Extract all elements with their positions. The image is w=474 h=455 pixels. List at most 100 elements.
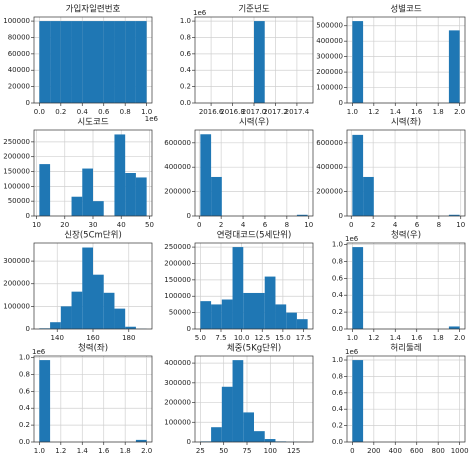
y-tick-label: 0 bbox=[26, 99, 30, 107]
y-tick-label: 60000 bbox=[8, 50, 30, 58]
x-tick-label: 2017.2 bbox=[263, 108, 288, 116]
y-tick-label: 200000 bbox=[316, 68, 343, 76]
y-tick-label: 150000 bbox=[164, 276, 191, 284]
y-tick-label: 300000 bbox=[316, 53, 343, 61]
y-tick-label: 0.0 bbox=[332, 325, 343, 333]
y-tick-label: 200000 bbox=[164, 259, 191, 267]
axes-frame bbox=[194, 355, 314, 443]
bar bbox=[114, 308, 126, 329]
y-tick-label: 250000 bbox=[164, 243, 191, 251]
x-tick-label: 1.4 bbox=[390, 334, 402, 342]
y-tick-label: 0.6 bbox=[19, 387, 31, 395]
bar bbox=[296, 214, 308, 216]
x-tick-label: 40 bbox=[117, 221, 126, 229]
bar bbox=[211, 304, 222, 329]
y-tick-label: 100000 bbox=[316, 84, 343, 92]
x-tick-label: 1.8 bbox=[120, 447, 131, 455]
bar bbox=[221, 299, 233, 329]
y-tick-label: 100000 bbox=[3, 182, 30, 190]
x-tick-label: 1.2 bbox=[368, 108, 379, 116]
y-tick-label: 0 bbox=[339, 212, 343, 220]
x-tick-label: 800 bbox=[431, 447, 444, 455]
panel-title: 청력(좌) bbox=[78, 343, 108, 354]
y-tick-label: 0.0 bbox=[332, 438, 343, 446]
bar bbox=[135, 439, 147, 442]
x-tick-label: 1.8 bbox=[433, 108, 444, 116]
x-tick-label: 0.4 bbox=[77, 108, 89, 116]
x-tick-label: 140 bbox=[51, 334, 64, 342]
bar bbox=[211, 427, 222, 442]
y-tick-label: 100000 bbox=[164, 418, 191, 426]
x-tick-label: 20 bbox=[60, 221, 69, 229]
axes-frame bbox=[346, 16, 466, 104]
y-tick-label: 0.4 bbox=[180, 66, 192, 74]
axes-frame bbox=[194, 242, 314, 330]
y-tick-label: 100000 bbox=[164, 292, 191, 300]
bar bbox=[352, 247, 364, 329]
x-tick-label: 2 bbox=[371, 221, 375, 229]
x-tick-label: 6 bbox=[263, 221, 268, 229]
x-tick-label: 8 bbox=[437, 221, 441, 229]
x-tick-label: 600 bbox=[410, 447, 423, 455]
x-tick-label: 10 bbox=[32, 221, 41, 229]
bar bbox=[93, 274, 104, 329]
x-tick-label: 4 bbox=[393, 221, 398, 229]
y-offset-label: 1e6 bbox=[345, 235, 359, 243]
y-tick-label: 600000 bbox=[164, 139, 191, 147]
y-tick-label: 0.0 bbox=[180, 99, 191, 107]
x-tick-label: 0.6 bbox=[98, 108, 110, 116]
y-tick-label: 1.0 bbox=[332, 356, 343, 364]
x-tick-label: 2017.4 bbox=[285, 108, 310, 116]
x-tick-label: 0.2 bbox=[55, 108, 66, 116]
x-tick-label: 0.8 bbox=[120, 108, 131, 116]
y-tick-label: 100000 bbox=[3, 17, 30, 25]
bar bbox=[232, 360, 244, 442]
axes-frame bbox=[194, 16, 314, 104]
x-tick-label: 12.5 bbox=[254, 334, 270, 342]
y-tick-label: 200000 bbox=[316, 188, 343, 196]
y-tick-label: 600000 bbox=[316, 139, 343, 147]
bar bbox=[50, 322, 61, 329]
x-tick-label: 1.0 bbox=[347, 334, 358, 342]
x-tick-label: 2.0 bbox=[454, 108, 465, 116]
y-tick-label: 0.4 bbox=[19, 404, 31, 412]
y-tick-label: 0.2 bbox=[19, 421, 30, 429]
bar bbox=[221, 386, 233, 442]
x-tick-label: 10.0 bbox=[234, 334, 250, 342]
bar bbox=[200, 301, 212, 329]
x-tick-label: 15.0 bbox=[275, 334, 291, 342]
x-tick-label: 1.0 bbox=[34, 447, 45, 455]
bar bbox=[71, 291, 83, 329]
bar bbox=[50, 21, 61, 103]
bar bbox=[352, 360, 364, 442]
bar bbox=[243, 292, 254, 329]
x-tick-label: 1.6 bbox=[411, 334, 423, 342]
bar bbox=[125, 21, 136, 103]
panel-title: 기준년도 bbox=[238, 4, 269, 15]
y-tick-label: 0 bbox=[187, 212, 191, 220]
x-tick-label: 1.4 bbox=[390, 108, 402, 116]
bar bbox=[71, 21, 83, 103]
x-tick-label: 2 bbox=[219, 221, 223, 229]
bar bbox=[82, 21, 93, 103]
y-tick-label: 150000 bbox=[3, 168, 30, 176]
bar bbox=[264, 276, 276, 329]
x-tick-label: 25 bbox=[196, 447, 205, 455]
bar bbox=[39, 360, 51, 442]
x-tick-label: 180 bbox=[122, 334, 135, 342]
bar bbox=[243, 412, 254, 442]
panel-title: 허리둘레 bbox=[390, 344, 421, 354]
x-tick-label: 160 bbox=[86, 334, 99, 342]
y-tick-label: 400000 bbox=[316, 163, 343, 171]
bar bbox=[114, 134, 126, 216]
y-offset-label: 1e6 bbox=[32, 348, 46, 356]
bar bbox=[232, 247, 244, 329]
y-tick-label: 0.6 bbox=[332, 389, 344, 397]
x-tick-label: 1.4 bbox=[77, 447, 89, 455]
x-tick-label: 8 bbox=[285, 221, 289, 229]
bar bbox=[448, 214, 460, 216]
x-tick-label: 6 bbox=[415, 221, 420, 229]
y-tick-label: 0 bbox=[26, 212, 30, 220]
panel-title: 연령대코드(5세단위) bbox=[217, 230, 292, 241]
x-tick-label: 50 bbox=[219, 447, 228, 455]
